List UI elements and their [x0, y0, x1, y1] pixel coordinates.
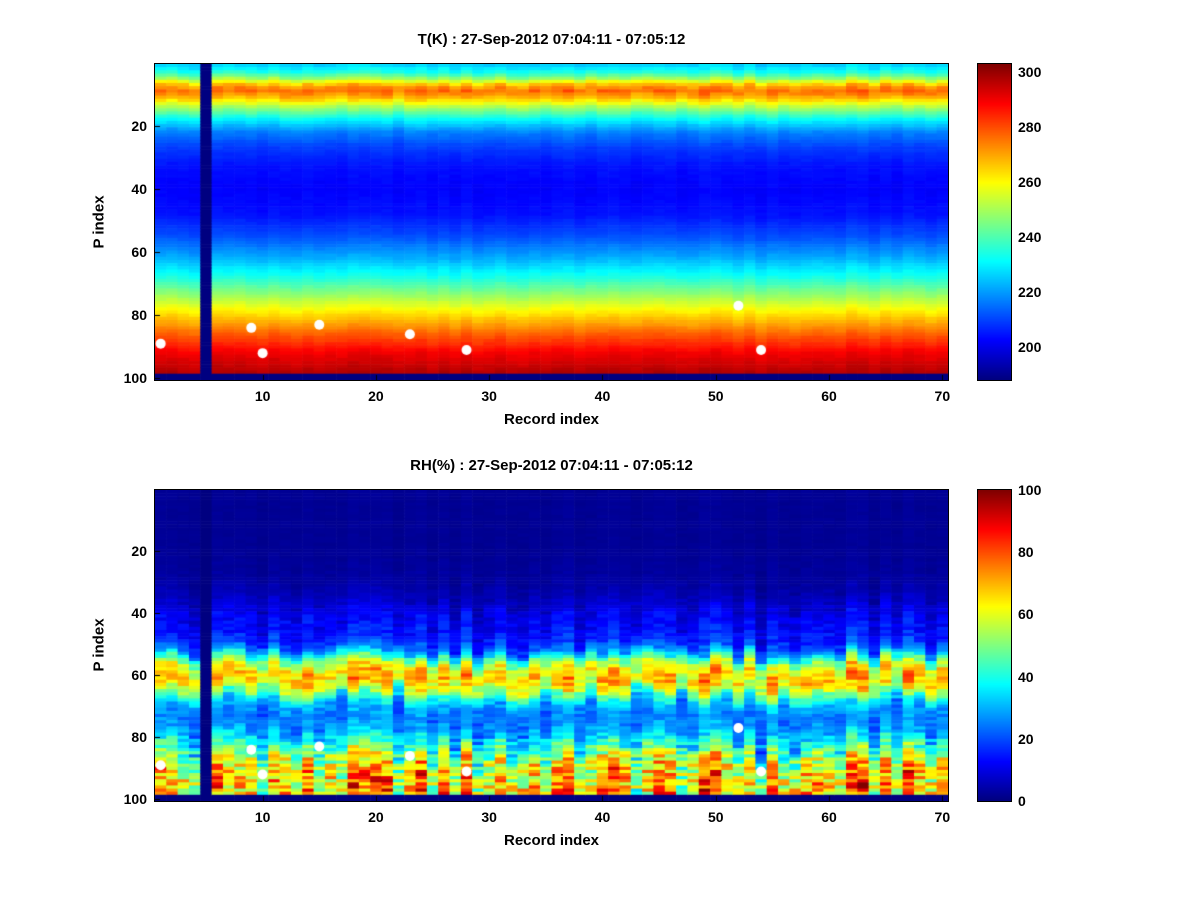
y-tick-label: 40 — [131, 604, 147, 621]
temperature-x-axis-label: Record index — [503, 411, 600, 428]
x-tick-label: 50 — [707, 388, 724, 404]
x-tick-label: 20 — [368, 809, 384, 825]
y-tick-label: 40 — [131, 180, 147, 197]
x-tick-label: 70 — [934, 809, 951, 825]
humidity-x-axis-label: Record index — [503, 832, 600, 849]
x-tick-label: 40 — [594, 809, 611, 825]
colorbar-tick-label: 300 — [1018, 64, 1042, 81]
humidity-heatmap — [154, 489, 949, 802]
x-tick-label: 60 — [821, 809, 837, 825]
y-tick-label: 60 — [131, 667, 147, 684]
colorbar-tick-label: 220 — [1018, 284, 1042, 301]
colorbar-tick-label: 200 — [1018, 339, 1042, 356]
humidity-title: RH(%) : 27-Sep-2012 07:04:11 - 07:05:12 — [410, 457, 693, 474]
humidity-colorbar — [977, 489, 1012, 802]
colorbar-tick-label: 80 — [1018, 544, 1034, 561]
x-tick-label: 30 — [481, 388, 497, 404]
x-tick-label: 10 — [254, 388, 271, 404]
colorbar-tick-label: 280 — [1018, 119, 1042, 136]
temperature-y-axis-label: P index — [90, 195, 108, 249]
y-tick-label: 20 — [131, 117, 147, 134]
y-tick-label: 100 — [123, 791, 147, 808]
colorbar-tick-label: 100 — [1018, 482, 1042, 498]
x-tick-label: 60 — [821, 388, 837, 404]
colorbar-tick-label: 40 — [1018, 668, 1034, 685]
colorbar-tick-label: 240 — [1018, 229, 1042, 246]
x-tick-label: 30 — [481, 809, 497, 825]
y-tick-label: 100 — [123, 370, 147, 387]
x-tick-label: 10 — [254, 809, 271, 825]
y-tick-label: 80 — [131, 307, 147, 324]
colorbar-tick-label: 260 — [1018, 174, 1042, 191]
temperature-heatmap — [154, 63, 949, 381]
x-tick-label: 20 — [368, 388, 384, 404]
temperature-title: T(K) : 27-Sep-2012 07:04:11 - 07:05:12 — [417, 31, 686, 48]
colorbar-tick-label: 0 — [1018, 793, 1026, 809]
humidity-y-axis-label: P index — [90, 618, 108, 672]
y-tick-label: 60 — [131, 244, 147, 261]
colorbar-tick-label: 20 — [1018, 730, 1034, 747]
y-tick-label: 20 — [131, 542, 147, 559]
x-tick-label: 50 — [707, 809, 724, 825]
y-tick-label: 80 — [131, 729, 147, 746]
temperature-colorbar — [977, 63, 1012, 381]
x-tick-label: 40 — [594, 388, 611, 404]
x-tick-label: 70 — [934, 388, 951, 404]
colorbar-tick-label: 60 — [1018, 606, 1034, 623]
